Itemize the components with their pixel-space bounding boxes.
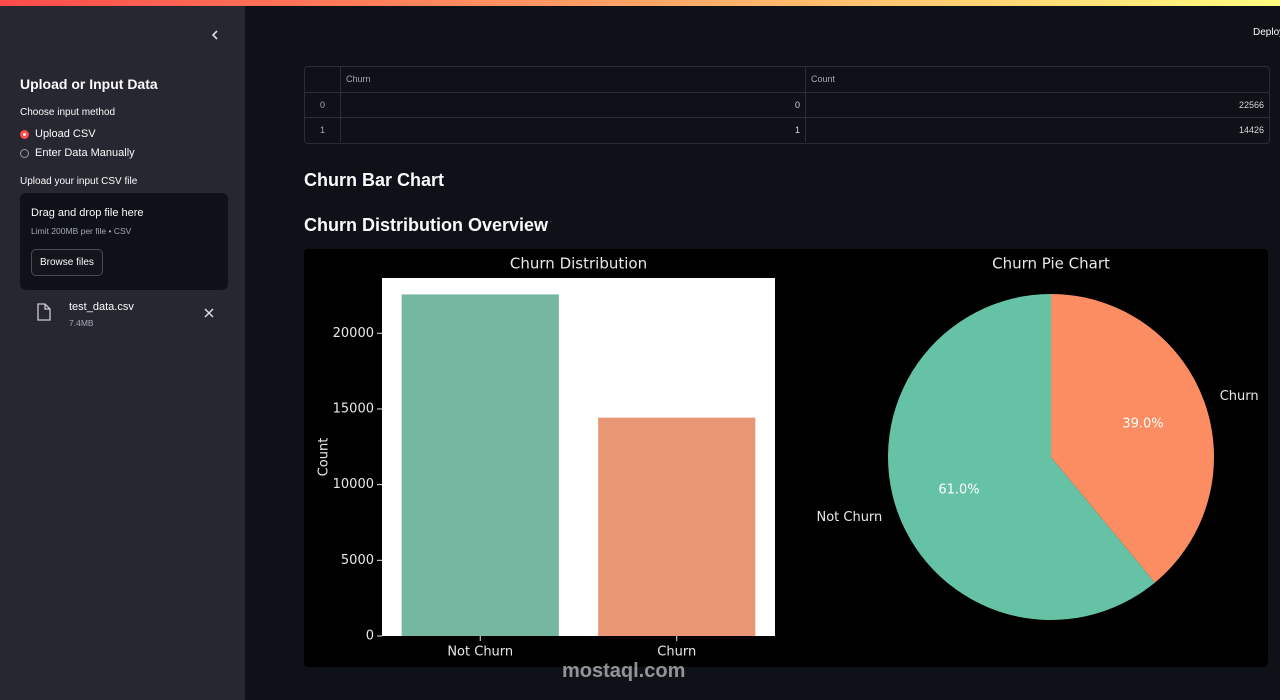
charts: Churn Distribution 0 5000 10000 15000 20000 Co… [304, 249, 1268, 667]
x-tick-label: Churn [657, 645, 696, 660]
table-cell: 0 [340, 92, 805, 117]
bar [598, 417, 756, 636]
pie-slice [887, 294, 1155, 620]
file-name: test_data.csv [69, 301, 134, 313]
data-table: Churn Count 0 0 22566 1 1 14426 [304, 66, 1270, 144]
dropzone[interactable]: Drag and drop file here Limit 200MB per … [20, 193, 228, 290]
chart-title: Churn Distribution [510, 255, 647, 273]
chart-title: Churn Pie Chart [992, 255, 1110, 273]
y-tick-label: 5000 [341, 553, 374, 568]
table-header: Count [805, 67, 1269, 92]
top-bar [0, 0, 1280, 6]
radio-dot [20, 129, 29, 139]
table-cell: 1 [340, 117, 805, 142]
table-header: Churn [340, 67, 805, 92]
pie-slice [1051, 294, 1214, 583]
collapse-icon[interactable] [208, 28, 222, 42]
dropzone-title: Drag and drop file here [31, 207, 144, 219]
y-axis-label: Count [317, 438, 332, 477]
radio-dot [20, 148, 29, 158]
y-tick-label: 20000 [333, 326, 374, 341]
y-tick-label: 15000 [333, 401, 374, 416]
pie-label: Churn [1220, 389, 1259, 404]
bar [401, 294, 559, 636]
pie-label: Not Churn [816, 510, 882, 525]
radio-option[interactable]: Enter Data Manually [20, 147, 135, 159]
table-header-cell [305, 67, 340, 92]
table-cell: 22566 [805, 92, 1269, 117]
radio-label: Enter Data Manually [35, 147, 135, 159]
radio-option[interactable]: Upload CSV [20, 128, 96, 140]
file-size: 7.4MB [69, 318, 94, 328]
sidebar: Upload or Input Data Choose input method… [0, 6, 245, 700]
method-label: Choose input method [20, 107, 116, 118]
deploy-button[interactable]: Deploy [1253, 27, 1280, 38]
x-tick-label: Not Churn [447, 645, 513, 660]
upload-label: Upload your input CSV file [20, 176, 138, 187]
row-index: 0 [305, 92, 340, 117]
table-cell: 14426 [805, 117, 1269, 142]
file-icon [37, 303, 51, 321]
remove-file[interactable] [203, 307, 215, 319]
y-tick-label: 10000 [333, 477, 374, 492]
dropzone-hint: Limit 200MB per file • CSV [31, 226, 132, 236]
sidebar-title: Upload or Input Data [20, 76, 158, 92]
pie-value-label: 39.0% [1122, 416, 1163, 431]
radio-label: Upload CSV [35, 128, 96, 140]
row-index: 1 [305, 117, 340, 142]
section-heading: Churn Bar Chart [304, 170, 445, 190]
section-heading: Churn Distribution Overview [304, 215, 549, 235]
browse-button[interactable]: Browse files [31, 249, 103, 276]
watermark: mostaql.com [562, 660, 686, 682]
y-tick-label: 0 [366, 629, 374, 644]
pie-value-label: 61.0% [938, 483, 979, 498]
